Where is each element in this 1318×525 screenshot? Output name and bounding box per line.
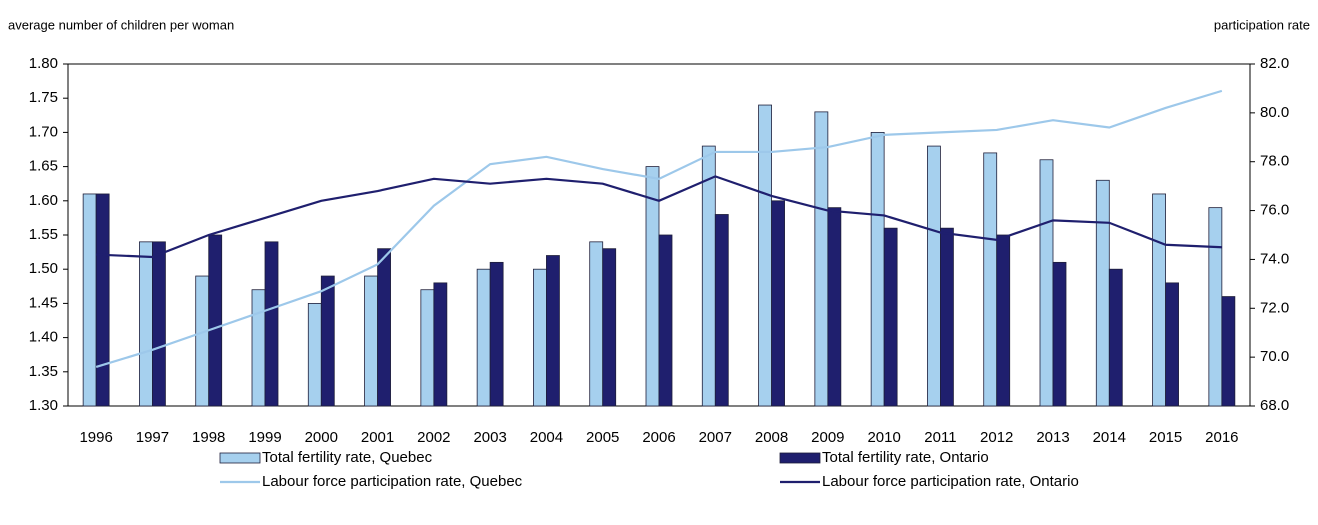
bar xyxy=(1208,207,1223,407)
bar xyxy=(420,289,435,407)
y2-tick-label: 82.0 xyxy=(1260,55,1289,72)
legend-label: Total fertility rate, Quebec xyxy=(262,449,433,466)
bar xyxy=(983,152,998,407)
bar xyxy=(940,227,954,407)
x-tick-label: 2014 xyxy=(1093,429,1126,446)
x-tick-label: 2006 xyxy=(642,429,675,446)
bar xyxy=(264,241,279,407)
bar xyxy=(139,241,153,407)
x-tick-label: 2003 xyxy=(473,429,506,446)
x-tick-label: 2009 xyxy=(811,429,844,446)
x-tick-label: 2004 xyxy=(530,429,563,446)
bar xyxy=(251,289,266,407)
bar xyxy=(320,275,335,407)
y2-tick-label: 74.0 xyxy=(1260,250,1289,267)
bar xyxy=(546,255,560,407)
y2-axis-title: participation rate xyxy=(1214,17,1310,32)
y2-tick-label: 78.0 xyxy=(1260,153,1289,170)
x-tick-label: 2000 xyxy=(305,429,338,446)
y-tick-label: 1.75 xyxy=(29,89,58,106)
bar xyxy=(1108,268,1123,407)
y-tick-label: 1.45 xyxy=(29,294,58,311)
bar xyxy=(827,207,842,407)
x-tick-label: 1999 xyxy=(248,429,281,446)
y2-tick-label: 80.0 xyxy=(1260,104,1289,121)
x-tick-label: 1998 xyxy=(192,429,225,446)
x-tick-label: 2015 xyxy=(1149,429,1182,446)
bar xyxy=(364,275,378,407)
legend-swatch xyxy=(779,452,821,464)
y-tick-label: 1.60 xyxy=(29,192,58,209)
bar xyxy=(1039,159,1054,407)
bar xyxy=(433,282,448,407)
line-series xyxy=(95,89,1223,368)
x-tick-label: 2010 xyxy=(867,429,900,446)
legend-label: Labour force participation rate, Ontario xyxy=(822,473,1079,490)
y2-tick-label: 72.0 xyxy=(1260,299,1289,316)
x-tick-label: 1997 xyxy=(136,429,169,446)
x-tick-label: 1996 xyxy=(79,429,112,446)
bar xyxy=(714,214,729,407)
bar xyxy=(476,268,491,407)
x-tick-label: 2013 xyxy=(1036,429,1069,446)
x-tick-label: 2012 xyxy=(980,429,1013,446)
x-tick-label: 2005 xyxy=(586,429,619,446)
bar xyxy=(1165,282,1179,407)
bar xyxy=(307,302,322,407)
legend-swatch xyxy=(219,452,261,464)
y-tick-label: 1.35 xyxy=(29,363,58,380)
bar xyxy=(1095,179,1110,407)
y2-tick-label: 68.0 xyxy=(1260,397,1289,414)
y-tick-label: 1.50 xyxy=(29,260,58,277)
legend-label: Total fertility rate, Ontario xyxy=(822,449,989,466)
bar xyxy=(602,248,617,407)
bar xyxy=(152,241,166,407)
y-tick-label: 1.70 xyxy=(29,123,58,140)
bar xyxy=(82,193,97,407)
bar xyxy=(883,227,898,407)
x-tick-label: 2001 xyxy=(361,429,394,446)
x-tick-label: 2002 xyxy=(417,429,450,446)
legend-label: Labour force participation rate, Quebec xyxy=(262,473,523,490)
bar xyxy=(758,104,772,407)
x-tick-label: 2011 xyxy=(924,429,956,446)
bar xyxy=(377,248,391,407)
bar xyxy=(95,193,110,407)
x-tick-label: 2007 xyxy=(699,429,732,446)
bar xyxy=(814,111,829,407)
y-axis-title: average number of children per woman xyxy=(8,17,234,32)
bar xyxy=(489,261,504,407)
bar xyxy=(589,241,604,407)
bar xyxy=(645,166,660,407)
y-tick-label: 1.30 xyxy=(29,397,58,414)
bar xyxy=(927,145,941,407)
bar xyxy=(1152,193,1166,407)
bar xyxy=(208,234,223,407)
x-tick-label: 2008 xyxy=(755,429,788,446)
y2-tick-label: 70.0 xyxy=(1260,348,1289,365)
bar xyxy=(533,268,547,407)
y-tick-label: 1.65 xyxy=(29,158,58,175)
x-tick-label: 2016 xyxy=(1205,429,1238,446)
y-tick-label: 1.80 xyxy=(29,55,58,72)
bar xyxy=(701,145,716,407)
bar xyxy=(870,131,885,407)
bar xyxy=(1221,296,1236,407)
bar xyxy=(771,200,785,407)
y-tick-label: 1.40 xyxy=(29,329,58,346)
bar xyxy=(1052,261,1067,407)
line-series xyxy=(96,175,1222,259)
bar xyxy=(658,234,673,407)
y2-tick-label: 76.0 xyxy=(1260,202,1289,219)
bar xyxy=(195,275,210,407)
y-tick-label: 1.55 xyxy=(29,226,58,243)
bar xyxy=(996,234,1011,407)
